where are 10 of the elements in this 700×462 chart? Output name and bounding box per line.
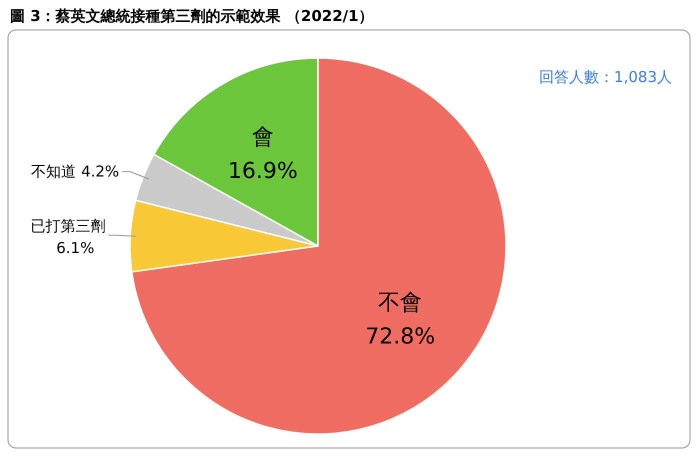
data-label: 6.1% [56,239,94,258]
chart-title: 圖 3：蔡英文總統接種第三劑的示範效果 （2022/1） [10,7,374,25]
data-label: 16.9% [228,158,298,184]
data-label: 4.2% [81,162,120,181]
data-label: 72.8% [365,324,436,350]
slice-label: 不會 [378,290,422,316]
slice-label: 不知道 [31,162,76,181]
slice-label: 已打第三劑 [30,217,106,236]
slice-label: 會 [252,124,274,150]
text: 回答人數：1,083人 [539,68,672,86]
